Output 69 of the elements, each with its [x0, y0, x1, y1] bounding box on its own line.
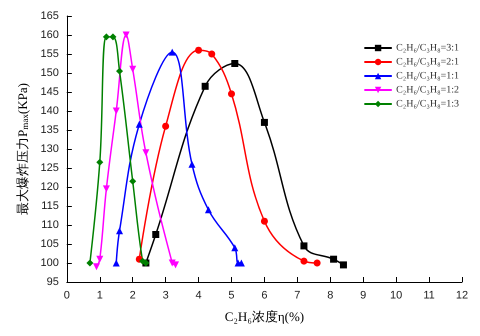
- point: [92, 263, 100, 270]
- point: [188, 160, 196, 168]
- point: [330, 256, 338, 263]
- point: [300, 242, 308, 250]
- point: [228, 90, 235, 98]
- y-tick-label: 125: [40, 162, 59, 174]
- point: [231, 60, 238, 67]
- x-axis-title: C₂H₆浓度η(%): [224, 309, 304, 324]
- point: [112, 260, 120, 266]
- x-tick-label: 4: [196, 290, 202, 302]
- legend-label: C₂H₆/C₃H₈=3:1: [396, 42, 460, 54]
- x-tick-label: 0: [64, 290, 70, 302]
- legend-label: C₂H₆/C₃H₈=1:1: [396, 70, 460, 82]
- point: [109, 33, 116, 40]
- legend-label: C₂H₆/C₃H₈=1:3: [396, 98, 460, 110]
- point: [152, 231, 160, 238]
- point: [129, 66, 136, 73]
- x-tick-label: 7: [294, 290, 300, 302]
- x-tick-label: 11: [423, 290, 435, 302]
- point: [86, 260, 94, 266]
- point: [300, 258, 308, 265]
- x-tick-label: 12: [456, 290, 468, 302]
- point: [260, 218, 268, 225]
- point: [116, 227, 124, 234]
- y-tick-label: 135: [40, 124, 59, 136]
- x-tick-label: 8: [327, 290, 334, 302]
- legend-label: C₂H₆/C₃H₈=2:1: [396, 56, 460, 68]
- point: [195, 46, 202, 54]
- point: [231, 244, 238, 252]
- x-tick-label: 3: [162, 290, 169, 302]
- point: [116, 68, 124, 75]
- point: [208, 50, 216, 58]
- y-axis-title: 最大爆炸压力Pmax(KPa): [15, 83, 30, 215]
- legend-label: C₂H₆/C₃H₈=1:2: [396, 84, 460, 96]
- point: [102, 33, 110, 40]
- y-tick-label: 150: [40, 67, 59, 79]
- point: [96, 158, 104, 166]
- y-tick-label: 165: [40, 10, 59, 22]
- point: [340, 261, 347, 268]
- point: [122, 32, 130, 38]
- y-tick-label: 130: [40, 143, 59, 155]
- x-tick-label: 10: [390, 290, 402, 302]
- point: [162, 122, 170, 130]
- point: [168, 48, 176, 56]
- point: [136, 120, 143, 128]
- y-tick-label: 105: [40, 238, 59, 250]
- point: [260, 118, 268, 126]
- x-tick-label: 2: [130, 290, 136, 302]
- y-tick-label: 160: [40, 29, 59, 41]
- y-tick-label: 120: [40, 181, 59, 193]
- y-tick-label: 95: [46, 276, 59, 288]
- point: [202, 82, 209, 90]
- x-tick-label: 6: [261, 290, 268, 302]
- y-tick-label: 155: [40, 48, 59, 60]
- point: [204, 206, 212, 214]
- point: [142, 149, 150, 156]
- y-tick-label: 115: [41, 200, 59, 212]
- point: [112, 108, 120, 114]
- x-tick-label: 1: [96, 290, 103, 302]
- y-tick-label: 100: [40, 257, 59, 269]
- point: [102, 185, 110, 192]
- y-tick-label: 140: [40, 105, 59, 117]
- point: [314, 260, 321, 266]
- x-tick-label: 9: [360, 290, 366, 302]
- y-tick-label: 145: [40, 86, 59, 98]
- point: [129, 178, 136, 185]
- y-tick-label: 110: [41, 219, 59, 231]
- point: [96, 256, 104, 263]
- x-tick-label: 5: [228, 290, 235, 302]
